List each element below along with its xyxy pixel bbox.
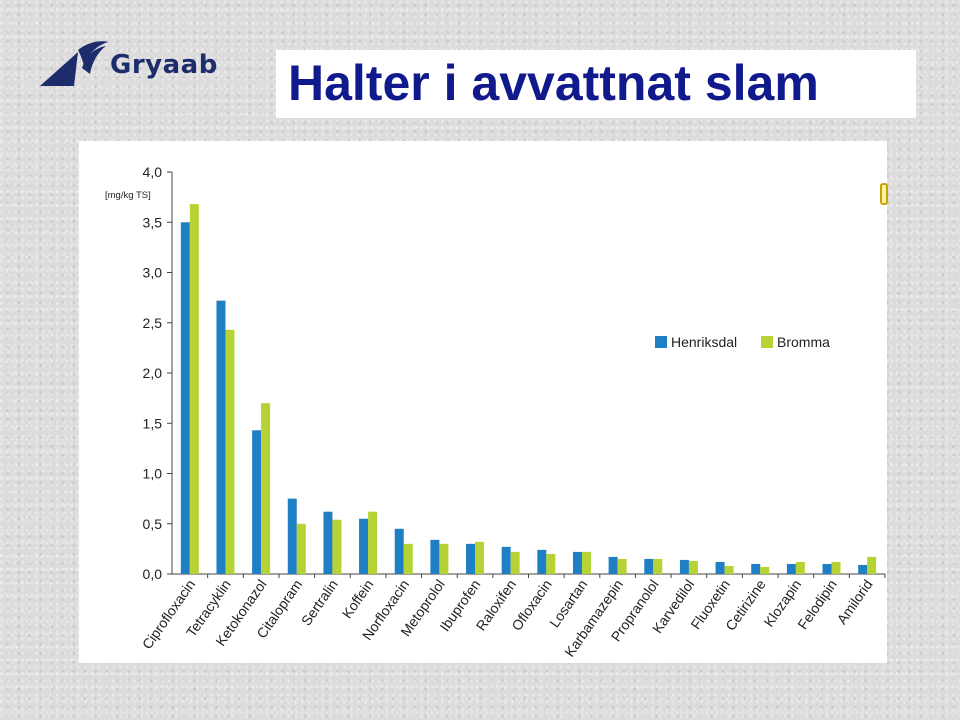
bar-henriksdal [323, 511, 333, 574]
bar-bromma [688, 560, 698, 574]
bar-bromma [475, 541, 485, 574]
y-tick-label: 0,0 [143, 566, 163, 582]
logo-swoosh-icon [40, 41, 108, 86]
bar-henriksdal [466, 543, 476, 574]
x-tick-label: Koffein [339, 577, 377, 622]
bar-bromma [653, 558, 663, 574]
edge-marker [880, 183, 888, 205]
bar-bromma [510, 551, 520, 574]
bar-henriksdal [394, 528, 404, 574]
page-title: Halter i avvattnat slam [288, 55, 819, 111]
bar-bromma [831, 561, 841, 574]
y-tick-label: 1,0 [143, 466, 163, 482]
legend-swatch-henriksdal [655, 336, 667, 348]
bar-bromma [225, 329, 235, 574]
bar-henriksdal [822, 563, 832, 574]
bar-bromma [439, 543, 449, 574]
bar-henriksdal [216, 300, 226, 574]
bar-henriksdal [679, 559, 689, 574]
chart-panel: 0,0 0,5 1,0 1,5 2,0 2,5 3,0 3,5 4,0 [mg/kg TS] Cip… [79, 141, 887, 663]
bar-henriksdal [180, 222, 190, 574]
y-tick-label: 1,5 [143, 415, 163, 431]
bar-henriksdal [537, 549, 547, 574]
y-tick-label: 3,5 [143, 214, 163, 230]
bar-henriksdal [715, 561, 725, 574]
bar-henriksdal [430, 539, 440, 574]
bar-bromma [724, 565, 734, 574]
bar-henriksdal [858, 564, 868, 574]
bar-bromma [546, 553, 556, 574]
y-tick-label: 3,0 [143, 265, 163, 281]
x-tick-label: Ciprofloxacin [139, 577, 199, 652]
y-tick-label: 4,0 [143, 164, 163, 180]
bar-henriksdal [786, 563, 796, 574]
bar-henriksdal [287, 498, 297, 574]
bar-henriksdal [608, 556, 618, 574]
bar-bromma [189, 204, 199, 574]
bar-bromma [332, 519, 342, 574]
bar-bromma [795, 561, 805, 574]
bar-chart: 0,0 0,5 1,0 1,5 2,0 2,5 3,0 3,5 4,0 [mg/kg TS] Cip… [105, 164, 886, 660]
x-tick-label: Sertralin [298, 577, 341, 629]
bar-henriksdal [644, 558, 654, 574]
legend-swatch-bromma [761, 336, 773, 348]
legend-label-bromma: Bromma [777, 334, 830, 350]
gryaab-logo: Gryaab [38, 38, 228, 90]
bar-bromma [261, 403, 271, 574]
x-tick-label: Amilorid [834, 577, 876, 628]
bar-bromma [617, 558, 627, 574]
legend-label-henriksdal: Henriksdal [671, 334, 737, 350]
bar-henriksdal [751, 563, 761, 574]
bar-bromma [581, 551, 591, 574]
bar-bromma [867, 556, 877, 574]
y-axis-label: [mg/kg TS] [105, 190, 151, 201]
bar-bromma [368, 511, 378, 574]
bar-henriksdal [252, 430, 262, 574]
bar-bromma [760, 566, 770, 574]
title-box: Halter i avvattnat slam [276, 50, 916, 118]
bar-henriksdal [501, 546, 511, 574]
bar-bromma [403, 543, 413, 574]
logo-text: Gryaab [110, 50, 218, 80]
bar-henriksdal [359, 518, 369, 574]
y-tick-label: 2,5 [143, 315, 163, 331]
bar-bromma [296, 523, 306, 574]
y-tick-label: 2,0 [143, 365, 163, 381]
bar-henriksdal [572, 551, 582, 574]
y-tick-label: 0,5 [143, 516, 163, 532]
